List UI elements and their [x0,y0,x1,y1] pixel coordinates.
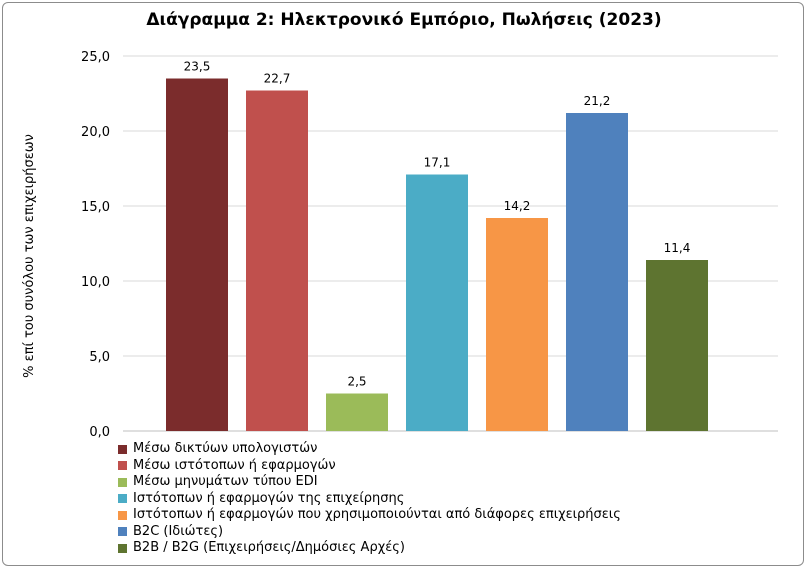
data-label-6: 21,2 [584,94,611,108]
legend-item: B2C (Ιδιώτες) [118,524,621,541]
legend-swatch [118,477,127,487]
legend-item: B2B / B2G (Επιχειρήσεις/Δημόσιες Αρχές) [118,540,621,557]
y-tick-label: 10,0 [81,275,110,290]
data-label-3: 2,5 [347,375,366,389]
bar-3 [326,393,388,431]
y-tick-label: 0,0 [89,425,110,440]
legend: Μέσω δικτύων υπολογιστών Μέσω ιστότοπων ή… [118,441,621,557]
y-tick-label: 15,0 [81,200,110,215]
y-tick-label: 25,0 [81,50,110,65]
data-label-5: 14,2 [504,199,531,213]
legend-label: Μέσω δικτύων υπολογιστών [133,441,318,456]
data-label-4: 17,1 [424,156,451,170]
bars [166,78,708,431]
bar-7 [646,260,708,431]
legend-label: B2B / B2G (Επιχειρήσεις/Δημόσιες Αρχές) [133,540,405,555]
legend-label: Ιστότοπων ή εφαρμογών που χρησιμοποιούντ… [133,507,621,522]
legend-swatch [118,461,127,471]
bar-5 [486,218,548,431]
bar-6 [566,113,628,431]
legend-label: Μέσω ιστότοπων ή εφαρμογών [133,457,336,473]
legend-swatch [118,543,127,553]
legend-item: Ιστότοπων ή εφαρμογών που χρησιμοποιούντ… [118,507,621,524]
legend-item: Μέσω μηνυμάτων τύπου EDI [118,474,621,491]
legend-item: Ιστότοπων ή εφαρμογών της επιχείρησης [118,491,621,508]
legend-item: Μέσω δικτύων υπολογιστών [118,441,621,458]
legend-item: Μέσω ιστότοπων ή εφαρμογών [118,458,621,475]
chart-title: Διάγραμμα 2: Ηλεκτρονικό Εμπόριο, Πωλήσε… [146,10,662,30]
bar-1 [166,78,228,431]
legend-swatch [118,444,127,454]
data-label-2: 22,7 [264,72,291,86]
bar-4 [406,174,468,431]
legend-label: B2C (Ιδιώτες) [133,523,224,539]
legend-label: Ιστότοπων ή εφαρμογών της επιχείρησης [133,490,405,506]
legend-swatch [118,510,127,520]
legend-swatch [118,494,127,504]
data-label-7: 11,4 [664,241,691,255]
y-tick-label: 5,0 [89,350,110,365]
bar-2 [246,90,308,431]
y-axis-title: % επί του συνόλου των επιχειρήσεων [22,134,37,378]
data-label-1: 23,5 [184,60,211,74]
data-labels: 23,5 22,7 2,5 17,1 14,2 21,2 11,4 [184,60,691,389]
y-axis-ticks: 0,0 5,0 10,0 15,0 20,0 25,0 [81,50,110,440]
y-tick-label: 20,0 [81,125,110,140]
legend-swatch [118,527,127,537]
legend-label: Μέσω μηνυμάτων τύπου EDI [133,474,318,489]
